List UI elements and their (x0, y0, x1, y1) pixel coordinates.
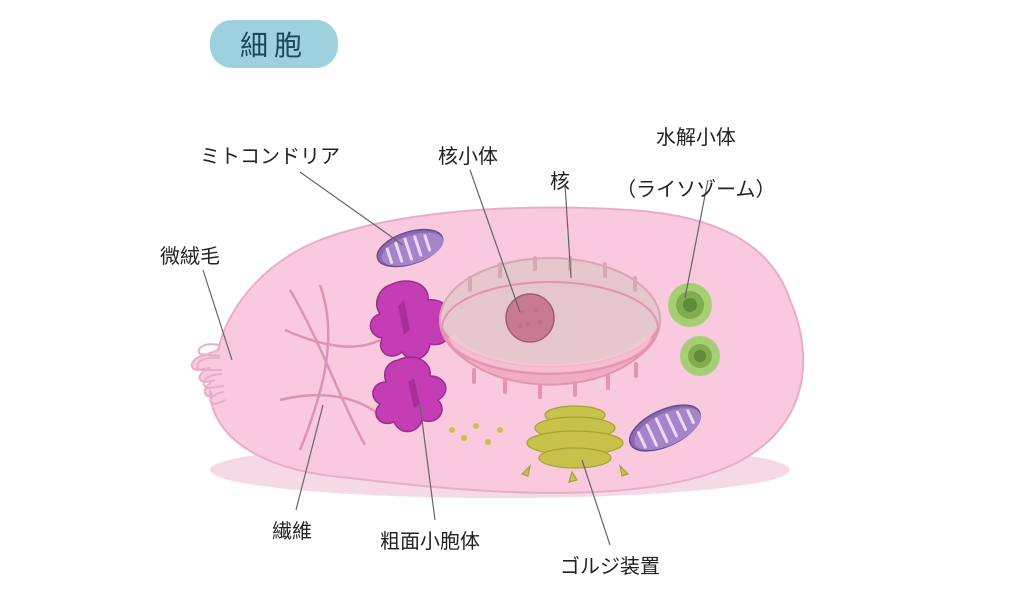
cell-diagram (0, 0, 1028, 606)
nucleolus (506, 294, 554, 342)
label-fiber: 繊維 (272, 515, 312, 544)
label-nucleus: 核 (550, 165, 570, 194)
label-microvilli: 微絨毛 (160, 240, 220, 269)
lysosome-2 (680, 336, 720, 376)
lysosome-1 (668, 283, 712, 327)
label-rer: 粗面小胞体 (380, 525, 480, 554)
label-lysosome: 水解小体 （ライソゾーム） (605, 98, 776, 202)
label-nucleolus: 核小体 (438, 140, 498, 169)
label-lysosome-l2: （ライソゾーム） (616, 179, 775, 201)
label-lysosome-l1: 水解小体 (656, 127, 736, 149)
label-mitochondria: ミトコンドリア (200, 140, 340, 169)
label-golgi: ゴルジ装置 (560, 550, 660, 579)
